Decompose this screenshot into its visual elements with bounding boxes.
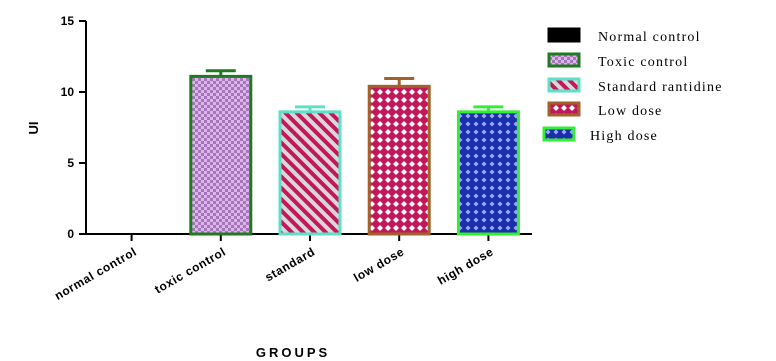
x-tick-label: toxic control (152, 244, 228, 296)
x-axis-title: GROUPS (256, 345, 330, 360)
bar-toxic-control (189, 74, 253, 236)
legend-swatch (547, 77, 581, 93)
bar-low-dose (367, 84, 431, 236)
bar-standard (278, 110, 342, 236)
legend-label: Low dose (598, 104, 662, 119)
x-tick-label: normal control (52, 244, 139, 302)
x-tick-label: high dose (435, 244, 496, 287)
error-bars (205, 69, 504, 112)
legend-swatch (547, 52, 581, 68)
y-ticks: 0 5 10 15 (61, 14, 86, 241)
bar-high-dose (456, 110, 520, 236)
bars (189, 74, 520, 236)
legend-label: Standard rantidine (598, 80, 723, 95)
y-tick-label: 15 (61, 14, 75, 28)
legend-label: Toxic control (598, 55, 688, 70)
x-tick-label: standard (262, 244, 317, 284)
legend-label: Normal control (598, 30, 701, 45)
y-tick-label: 10 (61, 85, 75, 99)
y-tick-label: 0 (67, 227, 74, 241)
x-ticks: normal control toxic control standard low d… (52, 234, 496, 303)
legend-swatch (547, 27, 581, 43)
legend: Normal control Toxic control Standard rant… (542, 27, 723, 144)
y-tick-label: 5 (67, 156, 74, 170)
legend-label: High dose (590, 129, 658, 144)
x-tick-label: low dose (351, 244, 407, 284)
y-axis-title: UI (26, 122, 41, 135)
legend-swatch (542, 126, 576, 142)
legend-swatch (547, 101, 581, 117)
